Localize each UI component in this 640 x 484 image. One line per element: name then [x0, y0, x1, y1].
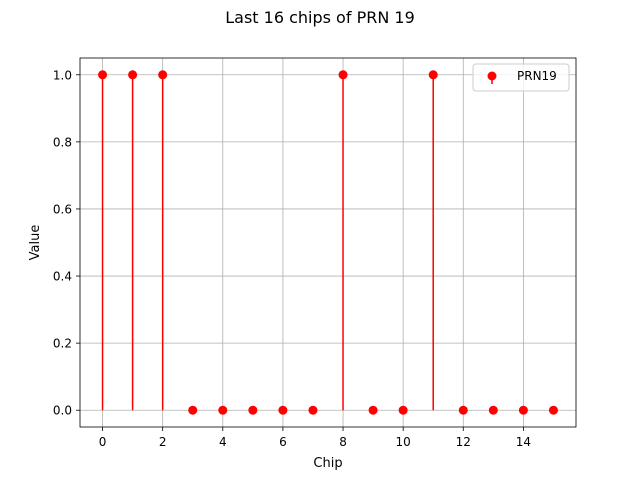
y-tick-label: 0.4 [53, 270, 72, 284]
chart-title: Last 16 chips of PRN 19 [225, 8, 415, 27]
x-tick-label: 14 [516, 435, 531, 449]
axes-border [79, 57, 577, 428]
legend-marker-icon [487, 71, 497, 81]
stem-marker [518, 405, 528, 415]
stem-marker [368, 405, 378, 415]
stem-marker [128, 70, 138, 80]
stem-marker [548, 405, 558, 415]
x-tick-label: 2 [159, 435, 167, 449]
legend-label-prn19: PRN19 [517, 69, 557, 83]
stem-marker [278, 405, 288, 415]
y-tick-label: 0.2 [53, 337, 72, 351]
y-tick-label: 0.8 [53, 135, 72, 149]
x-tick-label: 10 [396, 435, 411, 449]
axis-ticks: 0 2 4 6 8 10 12 14 0.0 0.2 0.4 0.6 0.8 1.0 [53, 68, 531, 449]
y-tick-label: 0.6 [53, 202, 72, 216]
stem-marker [248, 405, 258, 415]
stem-marker [98, 70, 108, 80]
x-tick-label: 4 [219, 435, 227, 449]
y-tick-label: 1.0 [53, 68, 72, 82]
stem-marker [458, 405, 468, 415]
x-tick-label: 12 [456, 435, 471, 449]
stem-marker [158, 70, 168, 80]
legend: PRN19 [472, 63, 570, 92]
axes-frame [79, 57, 577, 428]
stem-marker [308, 405, 318, 415]
grid-lines [80, 58, 576, 427]
legend-box [472, 63, 570, 92]
x-axis-label: Chip [313, 456, 342, 471]
stem-marker [338, 70, 348, 80]
stem-marker [188, 405, 198, 415]
y-tick-label: 0.0 [53, 404, 72, 418]
y-axis-label: Value [28, 225, 43, 261]
x-tick-label: 0 [99, 435, 107, 449]
stem-series [98, 70, 558, 415]
stem-marker [428, 70, 438, 80]
x-tick-label: 8 [339, 435, 347, 449]
stem-marker [218, 405, 228, 415]
stem-marker [398, 405, 408, 415]
x-tick-label: 6 [279, 435, 287, 449]
stem-marker [488, 405, 498, 415]
